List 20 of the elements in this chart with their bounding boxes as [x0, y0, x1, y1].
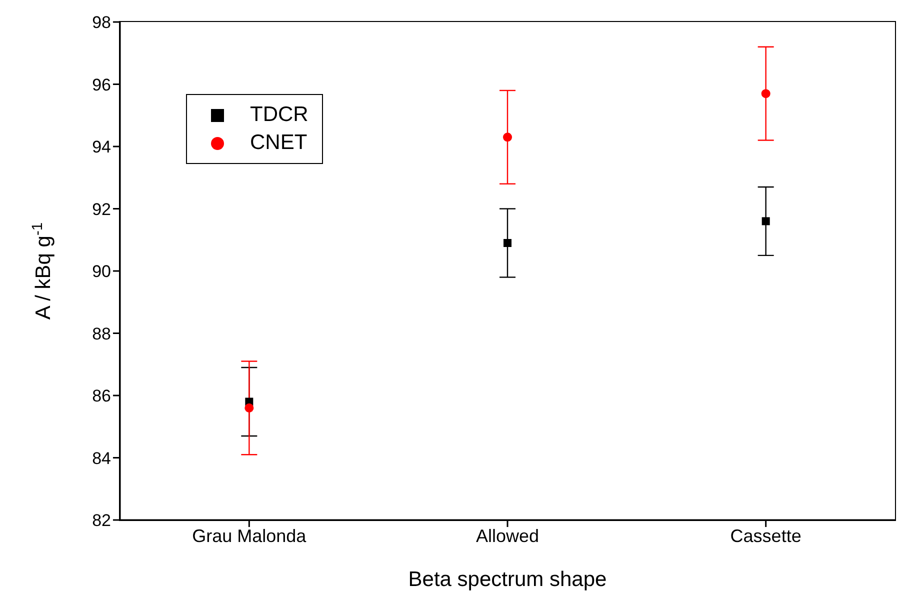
y-tick-label: 96 [92, 75, 111, 94]
point [502, 132, 512, 142]
point [762, 217, 770, 226]
y-tick-label: 98 [92, 13, 111, 32]
legend-label: TDCR [250, 102, 308, 128]
point [504, 238, 512, 247]
x-tick-label: Cassette [730, 526, 802, 546]
point [244, 403, 254, 412]
x-tick-label: Allowed [476, 526, 540, 546]
legend-label: CNET [250, 130, 308, 156]
y-tick-label: 94 [92, 138, 111, 157]
y-tick-label: 84 [92, 448, 111, 468]
x-tick-label: Grau Malonda [192, 526, 308, 546]
y-tick-label: 92 [92, 200, 111, 219]
point [761, 89, 770, 98]
y-tick-label: 82 [92, 511, 111, 530]
y-tick-label: 86 [92, 386, 111, 406]
y-tick-label: 90 [92, 262, 111, 282]
x-axis-title: Beta spectrum shape [408, 568, 607, 591]
y-tick-label: 88 [92, 324, 111, 344]
